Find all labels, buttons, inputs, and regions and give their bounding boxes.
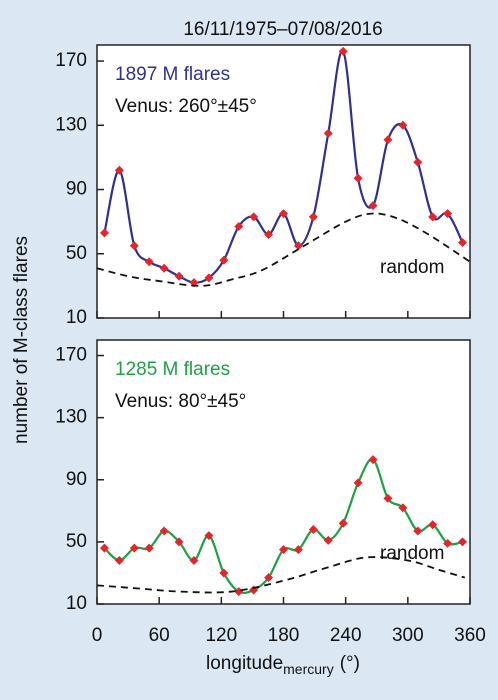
data-point [308,212,318,222]
data-point [458,537,468,547]
y-tick-label: 130 [55,407,87,428]
data-point [398,503,408,513]
data-point [428,520,438,530]
data-point [368,201,378,211]
baseline-curve [96,556,466,594]
data-point [443,538,453,548]
data-point [413,157,423,167]
data-point [293,241,303,251]
data-point [458,238,468,248]
y-axis-label: number of M-class flares [11,236,32,444]
data-point [249,212,259,222]
data-point [323,535,333,545]
data-point [368,455,378,465]
data-point [383,493,393,503]
annotation: Venus: 80°±45° [115,391,246,412]
data-point [159,526,169,536]
y-tick-label: 170 [55,345,87,366]
data-point [323,128,333,138]
x-label-unit: (°) [340,653,360,674]
data-point [129,543,139,553]
x-tick-label: 120 [205,625,237,646]
x-label-main: longitude [206,653,283,674]
data-point [219,255,229,265]
data-point [159,263,169,273]
x-tick-label: 180 [268,625,300,646]
y-tick-label: 90 [66,179,87,200]
data-point [443,209,453,219]
data-point [174,271,184,281]
x-tick-label: 60 [149,625,170,646]
panel-label: 1285 M flares [115,359,230,380]
data-point [293,545,303,555]
data-point [383,135,393,145]
x-tick-label: 240 [330,625,362,646]
data-point [129,241,139,251]
data-point [234,221,244,231]
chart-title: 16/11/1975–07/08/2016 [183,19,382,40]
data-point [279,209,288,219]
data-point [353,173,363,183]
data-point [204,531,214,541]
data-point [189,556,199,566]
y-tick-label: 10 [66,307,87,328]
plot-area [96,44,471,319]
data-point [428,212,438,222]
data-point [308,524,318,534]
y-tick-label: 50 [66,531,87,552]
series-label: random [380,543,444,564]
series-label: random [380,257,444,278]
baseline-curve [96,212,471,287]
data-point [114,165,124,175]
data-point [114,556,124,566]
data-point [279,545,288,555]
data-point [204,273,214,283]
y-tick-label: 170 [55,50,87,71]
data-point [264,573,274,583]
data-point [338,46,348,56]
data-point [398,120,408,130]
x-axis-label: longitudemercury (°) [206,653,360,677]
data-point [174,537,184,547]
y-tick-label: 10 [66,593,87,614]
x-tick-label: 300 [392,625,424,646]
y-tick-label: 50 [66,243,87,264]
data-point [338,518,348,528]
data-point [353,478,363,488]
annotation: Venus: 260°±45° [115,96,257,117]
data-point [99,543,109,553]
data-point [99,228,109,238]
y-tick-label: 130 [55,114,87,135]
data-point [144,543,154,553]
x-tick-label: 0 [92,625,103,646]
y-tick-label: 90 [66,469,87,490]
data-point [413,526,423,536]
x-tick-label: 360 [454,625,486,646]
panel-label: 1897 M flares [115,64,230,85]
data-point [234,587,244,597]
data-point [219,568,229,578]
data-point [264,229,274,239]
data-point [144,257,154,267]
x-label-sub: mercury [283,661,334,677]
